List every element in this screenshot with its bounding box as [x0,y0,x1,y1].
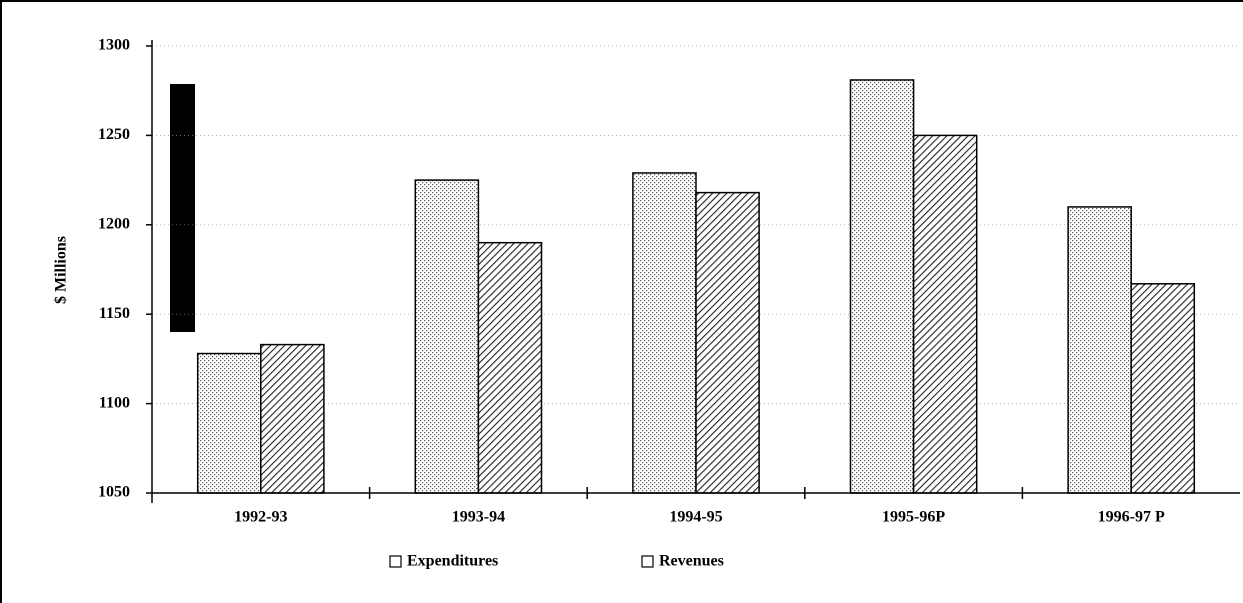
x-tick-label: 1994-95 [669,509,722,526]
bar [1067,206,1132,494]
y-tick-label: 1200 [98,215,130,232]
x-tick-label: 1992-93 [234,509,287,526]
legend-swatch [641,555,654,568]
bar [1130,283,1196,494]
bar [260,343,325,494]
x-tick-label: 1995-96P [882,509,945,526]
legend-label: Expenditures [407,553,498,570]
x-tick-label: 1996-97 P [1098,509,1165,526]
y-axis-label: $ Millions [53,236,70,304]
x-tick-label: 1993-94 [452,509,505,526]
y-tick-label: 1100 [99,394,130,411]
legend-label: Revenues [659,553,724,570]
bar [849,79,915,494]
bar [632,172,697,494]
y-tick-label: 1250 [98,126,130,143]
legend-swatch [389,555,402,568]
bar [196,352,262,494]
bar [414,179,480,494]
black-block [170,84,195,332]
bar [477,241,543,494]
y-tick-label: 1150 [99,305,130,322]
y-tick-label: 1300 [98,37,130,54]
bar [695,191,760,494]
bar [912,134,978,494]
y-tick-label: 1050 [98,484,130,501]
